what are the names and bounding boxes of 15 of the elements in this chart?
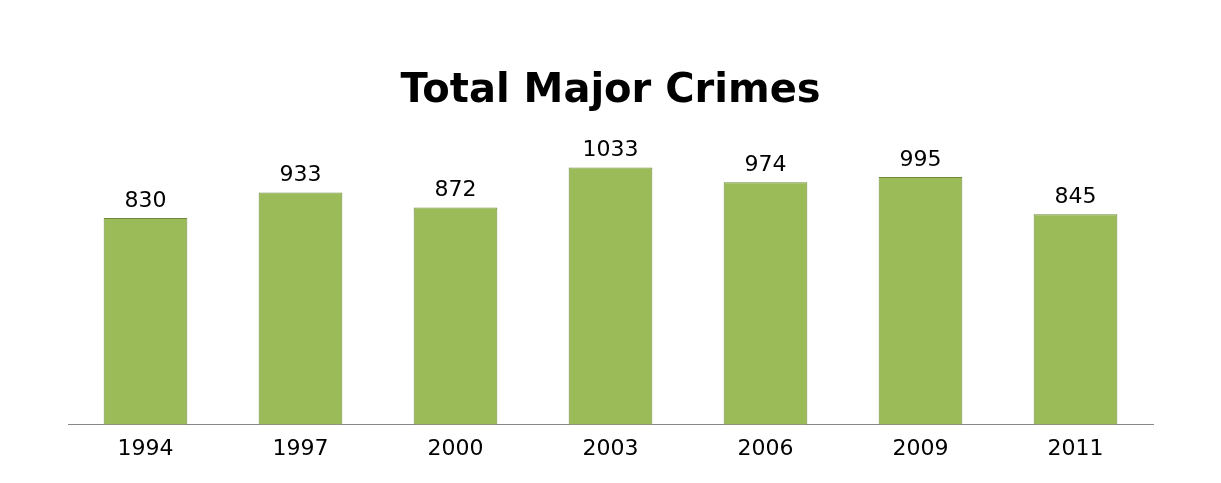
x-tick-label: 2006 xyxy=(737,434,794,460)
data-label: 974 xyxy=(744,150,787,176)
data-label: 1033 xyxy=(582,136,639,162)
data-label: 830 xyxy=(124,186,167,212)
data-label: 933 xyxy=(279,161,322,187)
x-tick-label: 2003 xyxy=(582,434,639,460)
x-tick-label: 1997 xyxy=(272,434,329,460)
x-tick-label: 2009 xyxy=(892,434,949,460)
x-tick-label: 2011 xyxy=(1047,434,1104,460)
data-label: 995 xyxy=(899,145,942,171)
chart-title: Total Major Crimes xyxy=(400,65,821,112)
x-tick-label: 1994 xyxy=(117,434,174,460)
x-tick-label: 2000 xyxy=(427,434,484,460)
data-label: 872 xyxy=(434,176,477,202)
data-label: 845 xyxy=(1054,183,1097,209)
